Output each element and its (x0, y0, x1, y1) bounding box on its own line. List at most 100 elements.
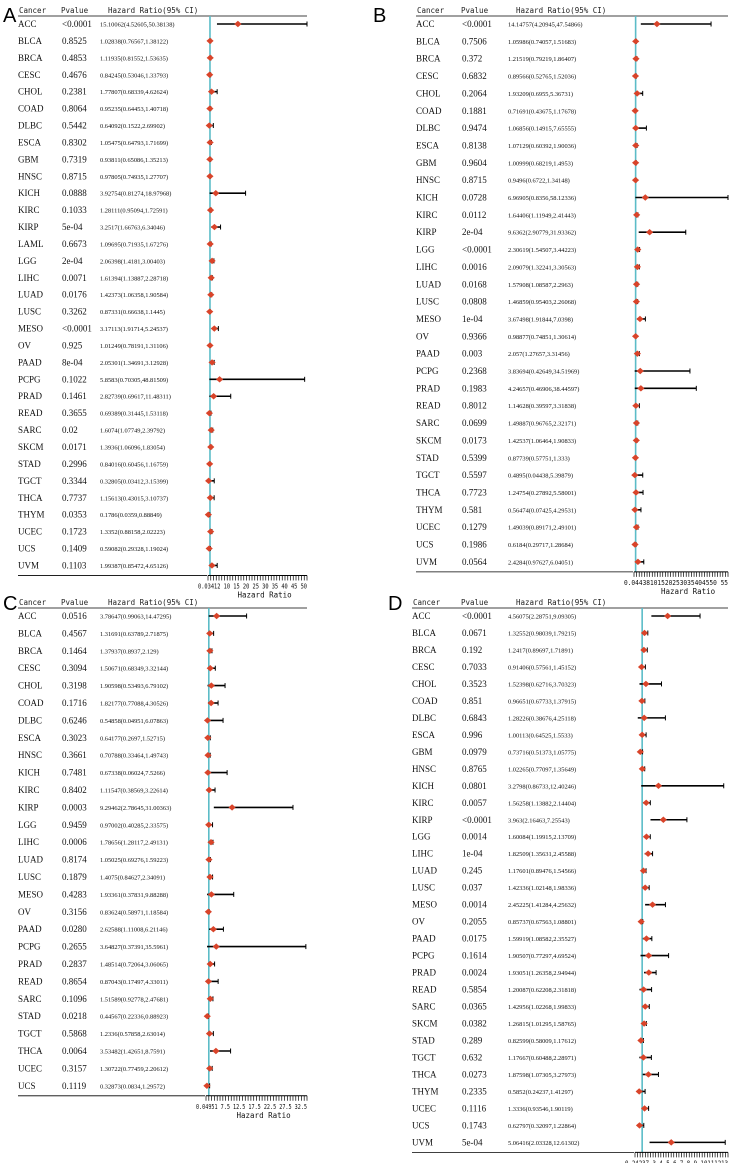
row-hazard-ratio-ci: 1.4075(0.84627,2.34091) (100, 875, 165, 882)
row-cancer-label: UCEC (18, 527, 42, 537)
hazard-ratio-marker (203, 717, 212, 724)
hazard-ratio-marker (640, 714, 648, 722)
hazard-ratio-marker (659, 816, 667, 823)
hazard-ratio-marker (207, 891, 216, 898)
hazard-ratio-marker (667, 1139, 675, 1146)
row-cancer-label: BRCA (18, 53, 43, 63)
row-cancer-label: BLCA (416, 36, 441, 46)
hazard-ratio-marker (638, 765, 646, 773)
row-cancer-label: THCA (412, 1069, 437, 1079)
row-pvalue: 0.2335 (462, 1086, 487, 1096)
row-pvalue: 0.2055 (462, 917, 487, 927)
panel-a: A Cancer Pvalue Hazard Ratio(95% CI) ACC <0.0… (3, 5, 308, 599)
row-pvalue: 0.3156 (62, 907, 87, 917)
header-cancer: Cancer (19, 598, 47, 607)
row-hazard-ratio-ci: 0.32873(0.0834,1.29572) (100, 1083, 165, 1090)
row-pvalue: 0.5597 (462, 470, 487, 480)
row-cancer-label: UCEC (18, 1063, 42, 1073)
hazard-ratio-marker (205, 821, 213, 828)
hazard-ratio-marker (641, 1003, 649, 1010)
row-hazard-ratio-ci: 1.11935(0.81552,1.53635) (100, 55, 168, 62)
hazard-ratio-marker (208, 257, 216, 265)
row-pvalue: 0.0218 (62, 1011, 87, 1021)
row-hazard-ratio-ci: 0.83624(0.58971,1.18584) (100, 909, 168, 916)
row-pvalue: 0.1743 (462, 1120, 487, 1130)
row-hazard-ratio-ci: 1.51589(0.92778,2.47681) (100, 996, 168, 1003)
row-cancer-label: UCS (416, 540, 434, 550)
row-pvalue: <0.0001 (62, 324, 92, 334)
row-hazard-ratio-ci: 0.87043(0.17497,4.33011) (100, 979, 168, 986)
row-hazard-ratio-ci: 0.9496(0.6722,1.34148) (508, 178, 570, 185)
row-hazard-ratio-ci: 0.44567(0.22336,0.88923) (100, 1014, 168, 1021)
row-hazard-ratio-ci: 1.48514(0.72064,3.06065) (100, 962, 168, 969)
row-pvalue: 0.037 (462, 883, 483, 893)
row-pvalue: 0.7723 (462, 487, 487, 497)
panel-letter: D (388, 593, 402, 615)
row-cancer-label: PRAD (416, 383, 441, 393)
header-pvalue: Pvalue (61, 598, 89, 607)
hazard-ratio-marker (206, 873, 214, 881)
hazard-ratio-marker (645, 969, 653, 976)
row-cancer-label: SKCM (416, 435, 442, 445)
hazard-ratio-marker (210, 223, 219, 231)
row-pvalue: 0.6246 (62, 715, 87, 725)
hazard-ratio-marker (206, 1065, 214, 1072)
row-pvalue: 0.632 (462, 1052, 482, 1062)
row-hazard-ratio-ci: 0.96651(0.67733,1.37915) (508, 698, 576, 705)
row-pvalue: 0.1096 (62, 994, 87, 1004)
row-cancer-label: ACC (416, 19, 435, 29)
hazard-ratio-marker (206, 494, 214, 501)
row-pvalue: 0.0003 (62, 802, 87, 812)
row-cancer-label: THCA (416, 487, 441, 497)
row-cancer-label: LUSC (416, 297, 439, 307)
row-hazard-ratio-ci: 1.90507(0.77297,4.69524) (508, 953, 576, 960)
row-hazard-ratio-ci: 1.21519(0.79219,1.86407) (508, 56, 576, 63)
hazard-ratio-marker (213, 612, 221, 620)
header-hazard-ratio: Hazard Ratio(95% CI) (108, 6, 198, 15)
row-cancer-label: KICH (18, 188, 40, 198)
panel-letter: B (373, 5, 386, 27)
row-cancer-label: READ (18, 408, 43, 418)
row-cancer-label: LUAD (416, 279, 441, 289)
row-cancer-label: UCEC (416, 522, 440, 532)
row-pvalue: 0.245 (462, 866, 483, 876)
hazard-ratio-marker (207, 528, 215, 535)
hazard-ratio-marker (205, 856, 213, 863)
hazard-ratio-marker (207, 274, 215, 281)
row-hazard-ratio-ci: 0.89566(0.52765,1.52036) (508, 74, 576, 81)
row-cancer-label: LGG (412, 832, 431, 842)
row-hazard-ratio-ci: 1.00999(0.68219,1.4953) (508, 160, 573, 167)
hazard-ratio-marker (632, 489, 640, 496)
row-hazard-ratio-ci: 0.87331(0.66638,1.1445) (100, 309, 165, 316)
row-hazard-ratio-ci: 1.93361(0.37831,9.88288) (100, 892, 168, 899)
hazard-ratio-marker (206, 54, 214, 62)
hazard-ratio-marker (631, 471, 639, 479)
row-hazard-ratio-ci: 0.54858(0.04951,6.07863) (100, 718, 168, 725)
row-hazard-ratio-ci: 0.67338(0.06024,7.5266) (100, 770, 165, 777)
row-hazard-ratio-ci: 0.84245(0.53046,1.33793) (100, 72, 168, 79)
hazard-ratio-marker (638, 731, 646, 739)
row-cancer-label: BLCA (18, 36, 43, 46)
hazard-ratio-marker (639, 986, 648, 993)
row-cancer-label: LIHC (412, 849, 433, 859)
row-hazard-ratio-ci: 3.64827(0.37391,35.5961) (100, 944, 168, 951)
hazard-ratio-marker (205, 409, 213, 417)
row-pvalue: <0.0001 (462, 611, 492, 621)
hazard-ratio-marker (206, 105, 214, 112)
row-hazard-ratio-ci: 0.5852(0.24237,1.41297) (508, 1089, 573, 1096)
row-hazard-ratio-ci: 4.24657(0.46906,38.44597) (508, 386, 579, 393)
row-pvalue: 0.6832 (462, 71, 487, 81)
hazard-ratio-marker (639, 867, 648, 874)
header-cancer: Cancer (413, 598, 441, 607)
row-cancer-label: MESO (416, 314, 442, 324)
row-hazard-ratio-ci: 0.93811(0.65086,1.35213) (100, 157, 168, 164)
row-cancer-label: DLBC (18, 715, 42, 725)
row-cancer-label: OV (18, 340, 31, 350)
row-hazard-ratio-ci: 1.82177(0.77088,4.30526) (100, 701, 168, 708)
row-cancer-label: KIRC (416, 210, 438, 220)
row-cancer-label: GBM (18, 154, 39, 164)
hazard-ratio-marker (633, 90, 641, 97)
row-pvalue: 0.4567 (62, 628, 87, 638)
row-cancer-label: COAD (416, 106, 442, 116)
row-pvalue: 0.0175 (462, 934, 487, 944)
